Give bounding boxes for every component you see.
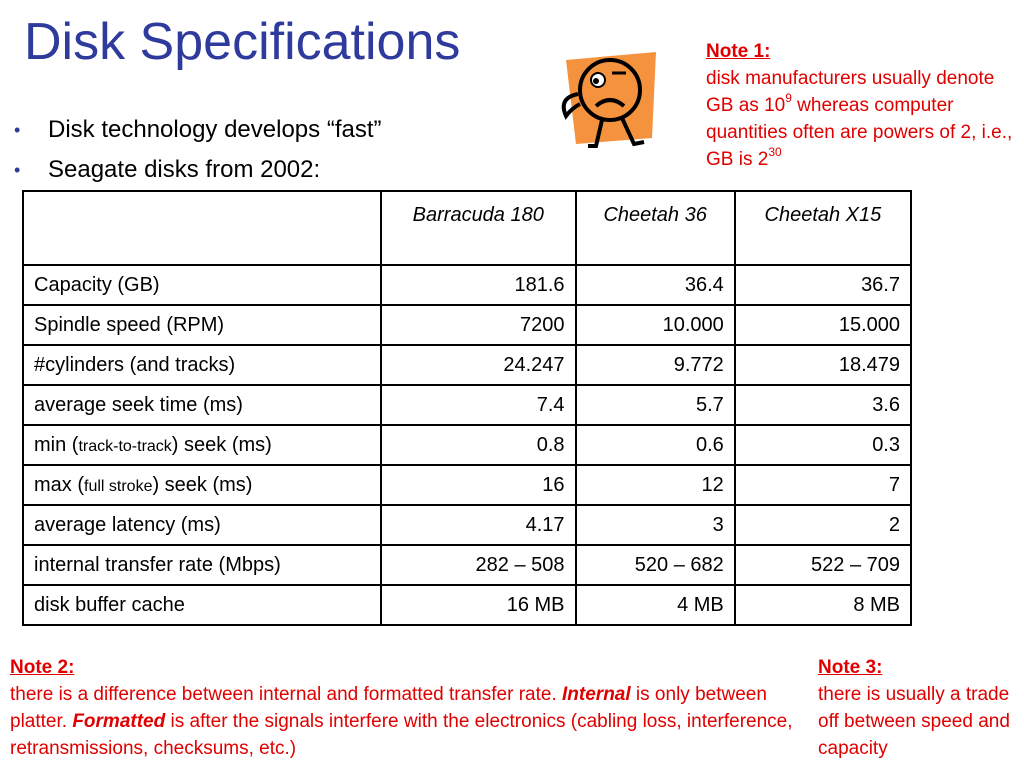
table-row: disk buffer cache 16 MB 4 MB 8 MB <box>22 584 913 626</box>
note-2-emphasis: Formatted <box>72 711 166 732</box>
table-cell: 4.17 <box>380 504 577 546</box>
bullet-dot-icon: • <box>14 120 21 140</box>
table-cell: 0.3 <box>733 424 913 466</box>
note-1: Note 1: disk manufacturers usually denot… <box>706 38 1016 173</box>
note-1-exponent: 30 <box>768 144 782 159</box>
table-cell: 18.479 <box>733 344 913 386</box>
table-row: Capacity (GB) 181.6 36.4 36.7 <box>22 264 913 306</box>
table-cell: 15.000 <box>733 304 913 346</box>
bullet-text: Seagate disks from 2002: <box>48 156 321 183</box>
table-cell: 3 <box>574 504 736 546</box>
table-cell: 181.6 <box>380 264 577 306</box>
row-label: internal transfer rate (Mbps) <box>22 544 382 586</box>
table-cell: 0.6 <box>574 424 736 466</box>
specs-table: Barracuda 180 Cheetah 36 Cheetah X15 Cap… <box>22 190 913 626</box>
note-1-text: whereas computer quantities often are po… <box>706 95 1013 170</box>
table-cell: 7 <box>733 464 913 506</box>
note-3-heading: Note 3: <box>818 657 883 678</box>
table-row: average seek time (ms) 7.4 5.7 3.6 <box>22 384 913 426</box>
bullet-item: • Disk technology develops “fast” <box>10 110 382 150</box>
row-label: disk buffer cache <box>22 584 382 626</box>
table-cell: 520 – 682 <box>574 544 736 586</box>
note-1-heading: Note 1: <box>706 41 771 62</box>
table-cell: 36.4 <box>574 264 736 306</box>
row-label-part: track-to-track <box>78 437 172 455</box>
note-1-text: disk manufacturers usually denote GB as … <box>706 68 995 116</box>
column-header: Barracuda 180 <box>380 190 577 266</box>
table-cell: 3.6 <box>733 384 913 426</box>
row-label: max (full stroke) seek (ms) <box>22 464 382 506</box>
column-header <box>22 190 382 266</box>
table-row: min (track-to-track) seek (ms) 0.8 0.6 0… <box>22 424 913 466</box>
row-label-part: full stroke <box>84 477 153 495</box>
table-cell: 0.8 <box>380 424 577 466</box>
note-2-text: there is a difference between internal a… <box>10 684 563 705</box>
row-label: average seek time (ms) <box>22 384 382 426</box>
table-cell: 4 MB <box>574 584 736 626</box>
row-label-part: ) seek (ms) <box>152 473 253 496</box>
table-row: max (full stroke) seek (ms) 16 12 7 <box>22 464 913 506</box>
row-label: #cylinders (and tracks) <box>22 344 382 386</box>
page-title: Disk Specifications <box>24 13 461 71</box>
note-2-text: is only between platter. <box>10 684 767 732</box>
table-cell: 9.772 <box>574 344 736 386</box>
row-label-part: max ( <box>34 473 84 496</box>
table-cell: 16 <box>380 464 577 506</box>
row-label: Capacity (GB) <box>22 264 382 306</box>
row-label: min (track-to-track) seek (ms) <box>22 424 382 466</box>
row-label-part: ) seek (ms) <box>171 433 272 456</box>
note-1-exponent: 9 <box>785 90 792 105</box>
note-2: Note 2: there is a difference between in… <box>10 654 800 762</box>
table-row: Spindle speed (RPM) 7200 10.000 15.000 <box>22 304 913 346</box>
bullet-list: • Disk technology develops “fast” • Seagat… <box>10 110 382 190</box>
table-header-row: Barracuda 180 Cheetah 36 Cheetah X15 <box>22 190 913 266</box>
bullet-dot-icon: • <box>14 160 21 180</box>
bullet-item: • Seagate disks from 2002: <box>10 150 382 190</box>
table-row: average latency (ms) 4.17 3 2 <box>22 504 913 546</box>
table-cell: 16 MB <box>380 584 577 626</box>
row-label-part: min ( <box>34 433 79 456</box>
table-row: internal transfer rate (Mbps) 282 – 508 … <box>22 544 913 586</box>
column-header: Cheetah 36 <box>574 190 736 266</box>
table-cell: 24.247 <box>380 344 577 386</box>
table-cell: 282 – 508 <box>380 544 577 586</box>
note-2-text: is after the signals interfere with the … <box>10 711 793 759</box>
worried-face-icon <box>561 52 656 148</box>
table-cell: 36.7 <box>733 264 913 306</box>
table-row: #cylinders (and tracks) 24.247 9.772 18.… <box>22 344 913 386</box>
bullet-text: Disk technology develops “fast” <box>48 116 382 143</box>
column-header: Cheetah X15 <box>733 190 913 266</box>
table-cell: 522 – 709 <box>733 544 913 586</box>
table-cell: 5.7 <box>574 384 736 426</box>
row-label: average latency (ms) <box>22 504 382 546</box>
table-cell: 7200 <box>380 304 577 346</box>
row-label: Spindle speed (RPM) <box>22 304 382 346</box>
table-cell: 12 <box>574 464 736 506</box>
table-cell: 2 <box>733 504 913 546</box>
note-3: Note 3: there is usually a trade off bet… <box>818 654 1018 762</box>
note-2-heading: Note 2: <box>10 657 75 678</box>
table-cell: 8 MB <box>733 584 913 626</box>
note-2-emphasis: Internal <box>562 684 631 705</box>
table-cell: 10.000 <box>574 304 736 346</box>
note-3-text: there is usually a trade off between spe… <box>818 684 1010 759</box>
table-cell: 7.4 <box>380 384 577 426</box>
